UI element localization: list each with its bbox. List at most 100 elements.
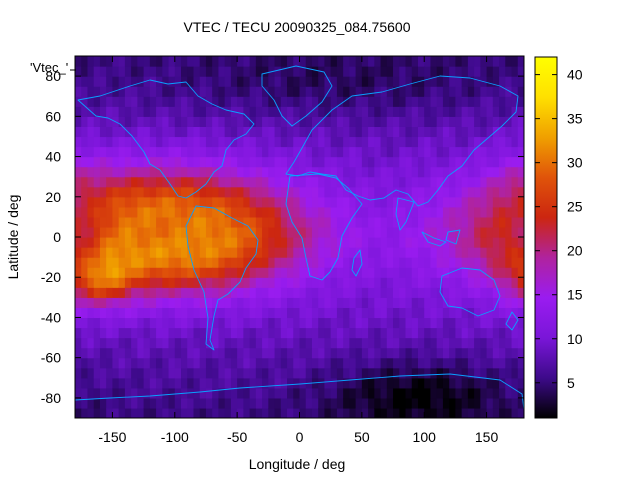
heatmap-cell <box>224 66 232 77</box>
heatmap-cell <box>436 216 444 228</box>
heatmap-cell <box>517 287 524 298</box>
heatmap-cell <box>75 226 82 238</box>
heatmap-cell <box>386 247 394 258</box>
heatmap-cell <box>75 106 82 117</box>
heatmap-cell <box>205 196 213 208</box>
heatmap-cell <box>199 146 207 158</box>
heatmap-cell <box>131 237 138 248</box>
heatmap-cell <box>274 166 282 178</box>
heatmap-cell <box>212 297 220 308</box>
heatmap-cell <box>436 96 444 107</box>
heatmap-cell <box>112 226 120 238</box>
heatmap-cell <box>442 76 450 87</box>
heatmap-cell <box>318 397 326 409</box>
heatmap-cell <box>361 126 369 138</box>
heatmap-cell <box>380 397 388 409</box>
heatmap-cell <box>287 106 294 117</box>
heatmap-cell <box>361 86 369 97</box>
heatmap-cell <box>374 116 382 127</box>
heatmap-cell <box>355 337 363 349</box>
heatmap-cell <box>143 297 151 308</box>
heatmap-cell <box>499 317 506 329</box>
heatmap-cell <box>461 287 469 298</box>
heatmap-cell <box>318 257 326 268</box>
heatmap-cell <box>118 166 126 178</box>
heatmap-cell <box>99 387 107 399</box>
heatmap-cell <box>417 136 425 148</box>
heatmap-cell <box>218 357 226 369</box>
heatmap-cell <box>280 76 288 87</box>
heatmap-cell <box>361 247 369 258</box>
heatmap-cell <box>424 186 432 198</box>
heatmap-cell <box>343 86 350 97</box>
heatmap-cell <box>417 327 425 339</box>
heatmap-cell <box>492 387 500 399</box>
heatmap-cell <box>442 277 450 288</box>
heatmap-cell <box>287 377 294 389</box>
heatmap-cell <box>411 126 419 138</box>
heatmap-cell <box>212 377 220 389</box>
heatmap-cell <box>93 357 101 369</box>
heatmap-cell <box>280 307 288 319</box>
heatmap-cell <box>324 377 332 389</box>
heatmap-cell <box>442 377 450 389</box>
heatmap-cell <box>368 287 375 298</box>
heatmap-cell <box>349 307 357 319</box>
heatmap-cell <box>255 257 263 268</box>
heatmap-cell <box>517 116 524 127</box>
heatmap-cell <box>411 76 419 87</box>
heatmap-cell <box>393 307 400 319</box>
heatmap-cell <box>299 357 307 369</box>
y-tick-label: 60 <box>45 108 61 124</box>
heatmap-cell <box>299 216 307 228</box>
heatmap-cell <box>168 126 176 138</box>
heatmap-cell <box>262 86 269 97</box>
heatmap-cell <box>75 257 82 268</box>
heatmap-cell <box>299 196 307 208</box>
heatmap-cell <box>467 357 475 369</box>
heatmap-cell <box>143 267 151 278</box>
heatmap-cell <box>424 327 432 339</box>
heatmap-cell <box>461 226 469 238</box>
heatmap-cell <box>336 76 344 87</box>
heatmap-cell <box>511 126 519 138</box>
heatmap-cell <box>205 76 213 87</box>
heatmap-cell <box>243 297 251 308</box>
heatmap-cell <box>293 387 301 399</box>
heatmap-cell <box>149 377 157 389</box>
heatmap-cell <box>99 367 107 379</box>
heatmap-cell <box>118 86 126 97</box>
heatmap-cell <box>81 267 89 278</box>
heatmap-cell <box>75 86 82 97</box>
heatmap-cell <box>343 327 350 339</box>
coastline-indonesia <box>421 229 461 247</box>
heatmap-cell <box>280 337 288 349</box>
heatmap-cell <box>174 116 182 127</box>
heatmap-cell <box>436 247 444 258</box>
heatmap-cell <box>336 367 344 379</box>
heatmap-cell <box>174 136 182 148</box>
heatmap-cell <box>374 66 382 77</box>
heatmap-cell <box>374 146 382 158</box>
heatmap-cell <box>124 66 132 77</box>
heatmap-cell <box>368 277 375 288</box>
heatmap-cell <box>305 196 313 208</box>
heatmap-cell <box>305 357 313 369</box>
heatmap-cell <box>143 407 151 418</box>
heatmap-cell <box>205 86 213 97</box>
heatmap-cell <box>330 216 338 228</box>
heatmap-cell <box>386 307 394 319</box>
heatmap-cell <box>293 247 301 258</box>
heatmap-cell <box>461 327 469 339</box>
heatmap-cell <box>93 397 101 409</box>
y-tick-label: 20 <box>45 189 61 205</box>
heatmap-cell <box>505 257 513 268</box>
heatmap-cell <box>467 237 475 248</box>
heatmap-cell <box>436 367 444 379</box>
heatmap-cell <box>461 337 469 349</box>
heatmap-cell <box>492 357 500 369</box>
heatmap-cell <box>336 267 344 278</box>
heatmap-cell <box>162 387 170 399</box>
heatmap-cell <box>311 287 319 298</box>
heatmap-cell <box>399 297 407 308</box>
